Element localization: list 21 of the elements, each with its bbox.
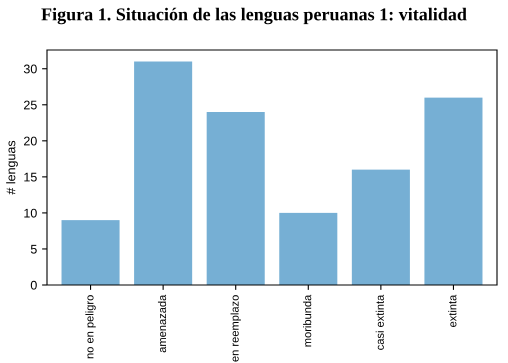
y-tick-label: 5 (30, 244, 37, 254)
y-tick-label: 0 (30, 280, 37, 290)
bar (424, 98, 482, 285)
x-tick-label: moribunda (303, 294, 312, 346)
y-tick-label: 30 (24, 64, 37, 74)
x-tick-label: amenazada (158, 294, 166, 352)
x-tick-label: casi extinta (376, 294, 384, 350)
bar (62, 220, 120, 285)
bar (134, 62, 192, 285)
x-tick-label: no en peligro (85, 295, 96, 358)
x-tick-label: en reemplazo (230, 295, 241, 362)
x-tick-label: extinta (448, 294, 456, 327)
y-tick-label: 20 (24, 136, 37, 146)
y-axis-title: # lenguas (6, 140, 18, 195)
chart-title: Figura 1. Situación de las lenguas peruanas 1: vitalidad (41, 8, 467, 24)
bar (352, 170, 410, 285)
bar (279, 212, 338, 285)
y-tick-label: 10 (24, 208, 37, 218)
bar (206, 112, 265, 285)
y-tick-label: 25 (24, 100, 37, 110)
y-tick-label: 15 (24, 172, 37, 182)
